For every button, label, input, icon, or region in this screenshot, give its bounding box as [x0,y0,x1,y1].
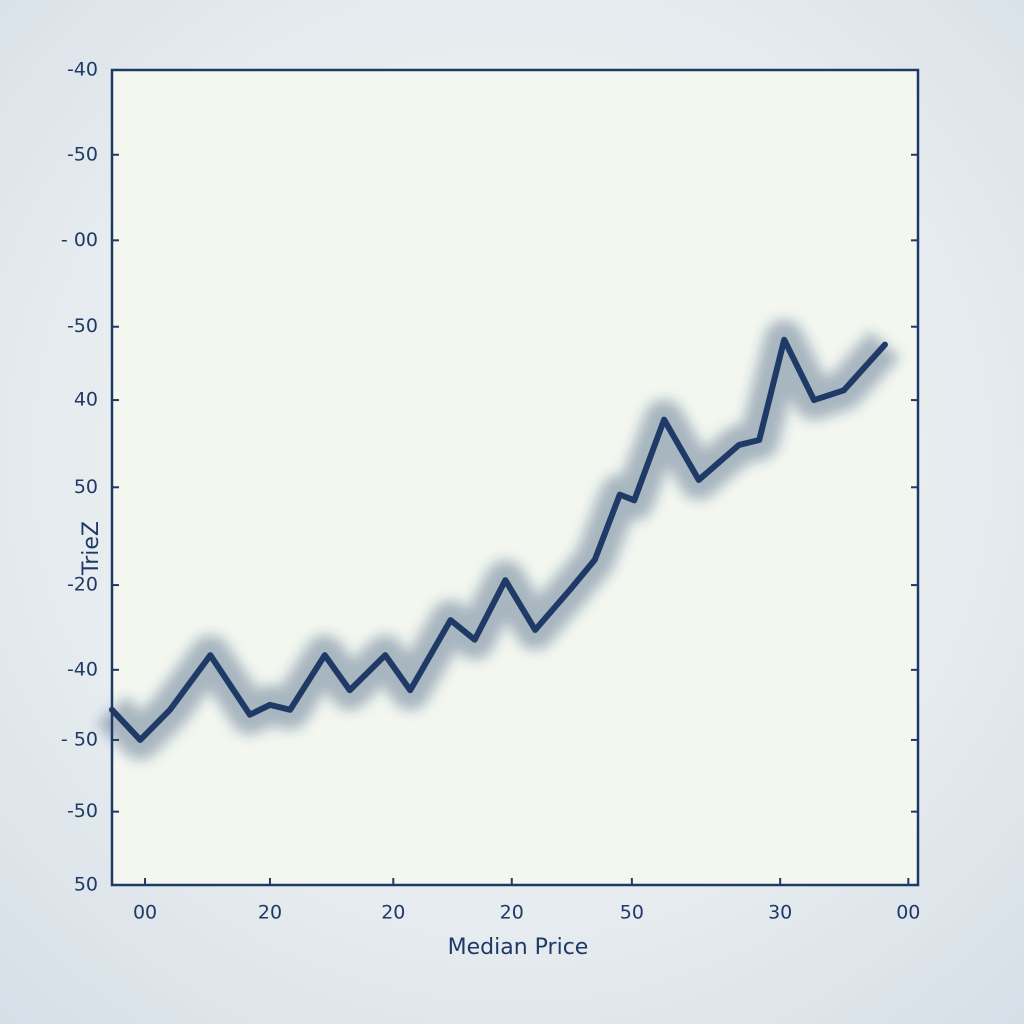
x-tick-label: 20 [258,902,282,924]
x-tick-label: 00 [896,902,920,924]
x-tick-label: 00 [133,902,157,924]
x-tick-label: 50 [620,902,644,924]
x-tick-label: 30 [768,902,792,924]
x-axis-label: Median Price [448,935,589,960]
y-tick-label: -50 [67,143,98,165]
y-tick-label: - 50 [61,728,98,750]
x-tick-label: 20 [500,902,524,924]
y-tick-label: -40 [67,658,98,680]
y-tick-label: 50 [74,874,98,896]
y-tick-label: -20 [67,574,98,596]
y-tick-label: 50 [74,476,98,498]
y-tick-label: 40 [74,389,98,411]
x-tick-label: 20 [381,902,405,924]
line [109,336,888,743]
plot-frame [110,68,920,887]
y-tick-label: -50 [67,800,98,822]
y-tick-label: - 00 [61,229,98,251]
y-tick-label: -50 [67,315,98,337]
y-tick-label: -40 [67,59,98,81]
y-axis-label: TrieZ [79,521,104,576]
